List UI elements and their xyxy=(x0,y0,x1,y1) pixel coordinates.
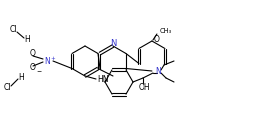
Text: O: O xyxy=(30,63,36,72)
Text: O: O xyxy=(30,50,36,58)
Text: OH: OH xyxy=(138,83,150,92)
Text: N: N xyxy=(44,56,50,66)
Text: CH₃: CH₃ xyxy=(160,28,172,34)
Text: Cl: Cl xyxy=(10,25,17,35)
Text: Cl: Cl xyxy=(4,83,12,93)
Text: H: H xyxy=(18,72,24,82)
Text: HN: HN xyxy=(97,76,108,84)
Text: N: N xyxy=(110,40,116,49)
Text: −: − xyxy=(36,68,41,73)
Text: +: + xyxy=(50,56,55,61)
Text: H: H xyxy=(24,35,30,45)
Text: N: N xyxy=(155,67,161,77)
Text: O: O xyxy=(154,35,160,44)
